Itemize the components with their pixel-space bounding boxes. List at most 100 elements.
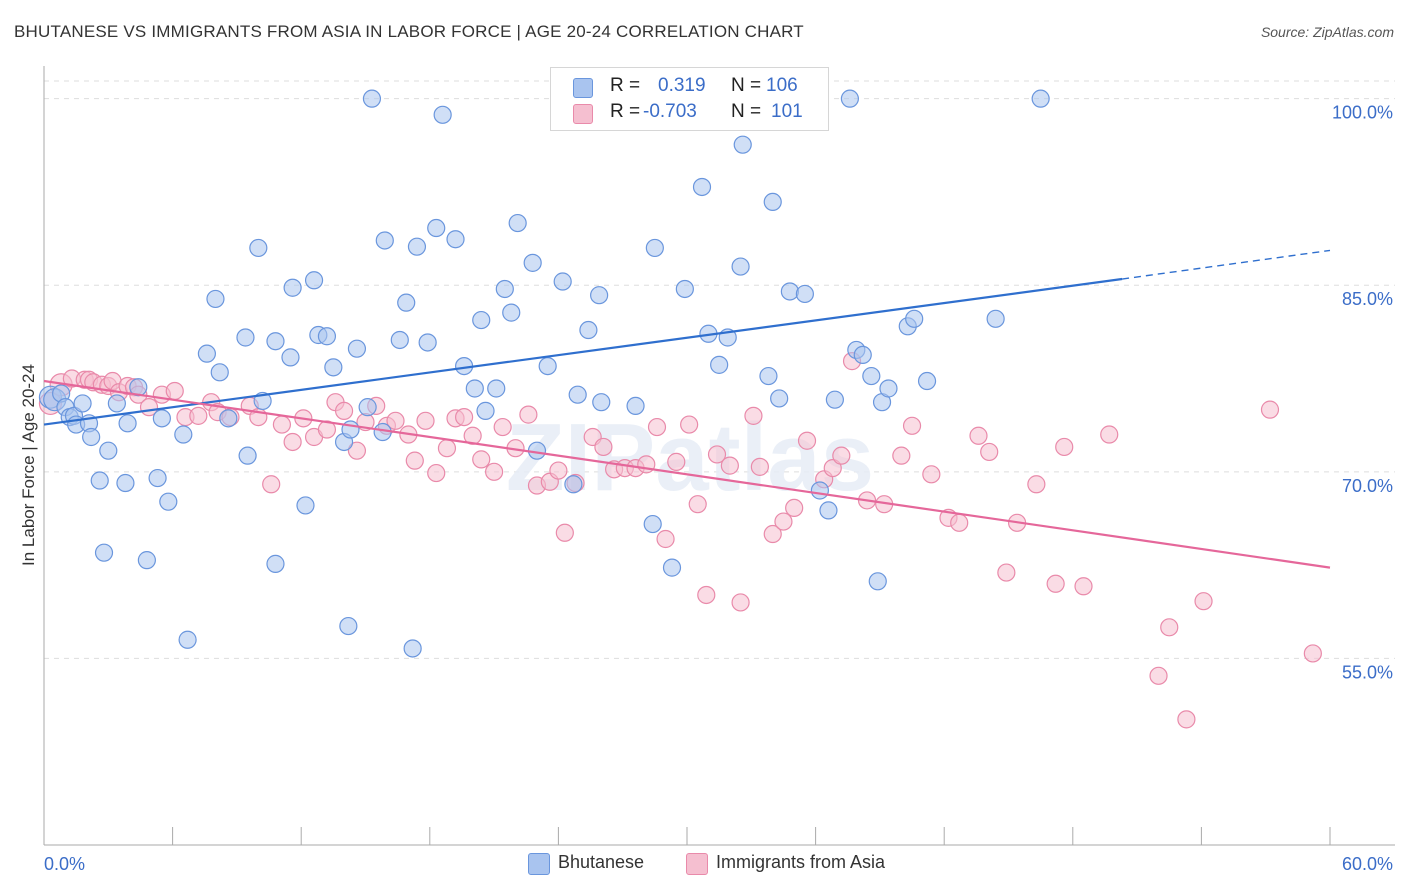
legend-n-label: N = — [731, 75, 762, 96]
bhutanese-point — [733, 135, 752, 154]
bhutanese-point — [296, 496, 315, 515]
immigrants-from-asia-point — [386, 411, 405, 430]
bhutanese-point — [502, 303, 521, 322]
bhutanese-point — [710, 355, 729, 374]
series-legend: Bhutanese Immigrants from Asia — [0, 852, 1406, 876]
immigrants-from-asia-point — [688, 495, 707, 514]
immigrants-from-asia-point — [1074, 577, 1093, 596]
bhutanese-point — [152, 409, 171, 428]
bhutanese-point — [197, 344, 216, 363]
bhutanese-point — [178, 630, 197, 649]
bhutanese-point — [825, 390, 844, 409]
axes — [43, 66, 1395, 846]
bhutanese-point — [523, 253, 542, 272]
bhutanese-point — [879, 379, 898, 398]
immigrants-from-asia-point — [922, 465, 941, 484]
bhutanese-point — [819, 501, 838, 520]
bhutanese-point — [118, 414, 137, 433]
bhutanese-point — [99, 441, 118, 460]
stats-legend: R = 0.319 N = 106 R = -0.703 N = 101 — [550, 67, 829, 131]
bhutanese-point — [853, 345, 872, 365]
immigrants-from-asia-point — [427, 463, 446, 483]
bhutanese-point — [407, 237, 427, 256]
bhutanese-point — [472, 310, 491, 330]
immigrants-from-asia-point — [549, 461, 568, 480]
bhutanese-point — [553, 272, 572, 291]
series-immigrants-from-asia-points — [38, 352, 1322, 729]
immigrants-from-asia-point — [1303, 644, 1322, 663]
immigrants-from-asia-point — [272, 415, 292, 434]
legend-n-value: 106 — [766, 75, 798, 96]
immigrants-from-asia-point — [347, 441, 367, 460]
bhutanese-point — [236, 328, 255, 347]
immigrants-from-asia-point — [950, 513, 969, 532]
immigrants-from-asia-point — [1177, 710, 1196, 729]
immigrants-from-asia-point — [519, 405, 538, 424]
bhutanese-point — [159, 492, 178, 511]
bhutanese-point — [375, 231, 394, 250]
immigrants-from-asia-point — [1194, 592, 1213, 611]
trend-lines — [43, 249, 1331, 569]
immigrants-from-asia-point — [785, 498, 804, 518]
immigrants-from-asia-point — [656, 529, 675, 549]
tick-labels: 55.0% 70.0% 85.0% 100.0% 0.0% 60.0% — [44, 103, 1393, 874]
immigrants-from-asia-point — [832, 446, 851, 465]
immigrants-from-asia-point — [1055, 437, 1074, 457]
bhutanese-point — [592, 393, 611, 412]
bhutanese-point — [590, 286, 609, 305]
immigrants-from-asia-point — [720, 456, 739, 475]
bhutanese-point — [862, 366, 881, 386]
bhutanese-point — [427, 218, 446, 238]
bhutanese-point — [281, 348, 300, 367]
x-tick-label: 60.0% — [1342, 854, 1393, 874]
bhutanese-point — [397, 293, 416, 312]
immigrants-from-asia-point — [980, 442, 999, 462]
y-tick-label: 70.0% — [1342, 476, 1393, 496]
bhutanese-point — [795, 284, 814, 304]
bhutanese-trend-line — [43, 277, 1123, 426]
bhutanese-point — [770, 389, 789, 408]
bhutanese-point — [579, 320, 598, 340]
bhutanese-point — [148, 468, 167, 488]
bhutanese-point — [73, 394, 92, 413]
bhutanese-point — [495, 279, 514, 299]
bhutanese-point — [137, 551, 156, 570]
bhutanese-point — [662, 558, 682, 577]
bhutanese-point — [905, 309, 924, 328]
bhutanese-point — [675, 279, 694, 299]
immigrants-from-asia-point — [165, 381, 184, 401]
immigrants-from-asia-point — [437, 439, 457, 458]
bhutanese-point — [917, 371, 937, 391]
bhutanese-point — [626, 396, 645, 416]
legend-swatch-blue — [573, 78, 593, 98]
immigrants-from-asia-trend-line — [43, 379, 1331, 569]
immigrants-from-asia-point — [697, 585, 716, 605]
bhutanese-point — [446, 230, 465, 249]
bhutanese-point — [403, 639, 422, 658]
bhutanese-point — [759, 366, 778, 386]
y-axis-label: In Labor Force | Age 20-24 — [19, 364, 38, 566]
bhutanese-point — [433, 105, 452, 124]
immigrants-from-asia-point — [997, 563, 1016, 582]
bhutanese-point — [210, 363, 229, 382]
bhutanese-point — [390, 330, 409, 350]
immigrants-from-asia-point — [1100, 425, 1119, 444]
immigrants-from-asia-point — [1046, 574, 1065, 593]
legend-r-value: 0.319 — [658, 75, 706, 96]
y-tick-label: 85.0% — [1342, 289, 1393, 309]
bhutanese-point — [780, 282, 799, 301]
bhutanese-point — [731, 257, 750, 276]
bhutanese-point — [645, 238, 664, 258]
bhutanese-point — [538, 356, 557, 376]
immigrants-from-asia-point — [892, 446, 911, 465]
immigrants-from-asia-point — [902, 416, 922, 435]
bhutanese-point — [94, 543, 114, 562]
legend-n-value: 101 — [771, 101, 803, 122]
immigrants-from-asia-point — [1260, 400, 1280, 419]
bhutanese-point — [1031, 89, 1050, 108]
immigrants-from-asia-point — [647, 417, 667, 437]
immigrants-from-asia-point — [750, 457, 769, 476]
immigrants-from-asia-point — [969, 426, 988, 445]
immigrants-from-asia-point — [472, 450, 491, 469]
